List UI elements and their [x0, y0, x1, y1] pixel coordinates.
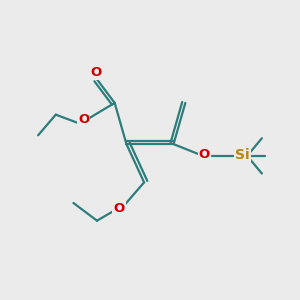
Text: Si: Si — [236, 148, 250, 162]
Text: O: O — [78, 112, 89, 126]
Text: O: O — [90, 66, 101, 80]
Text: O: O — [113, 202, 125, 215]
Text: O: O — [199, 148, 210, 161]
